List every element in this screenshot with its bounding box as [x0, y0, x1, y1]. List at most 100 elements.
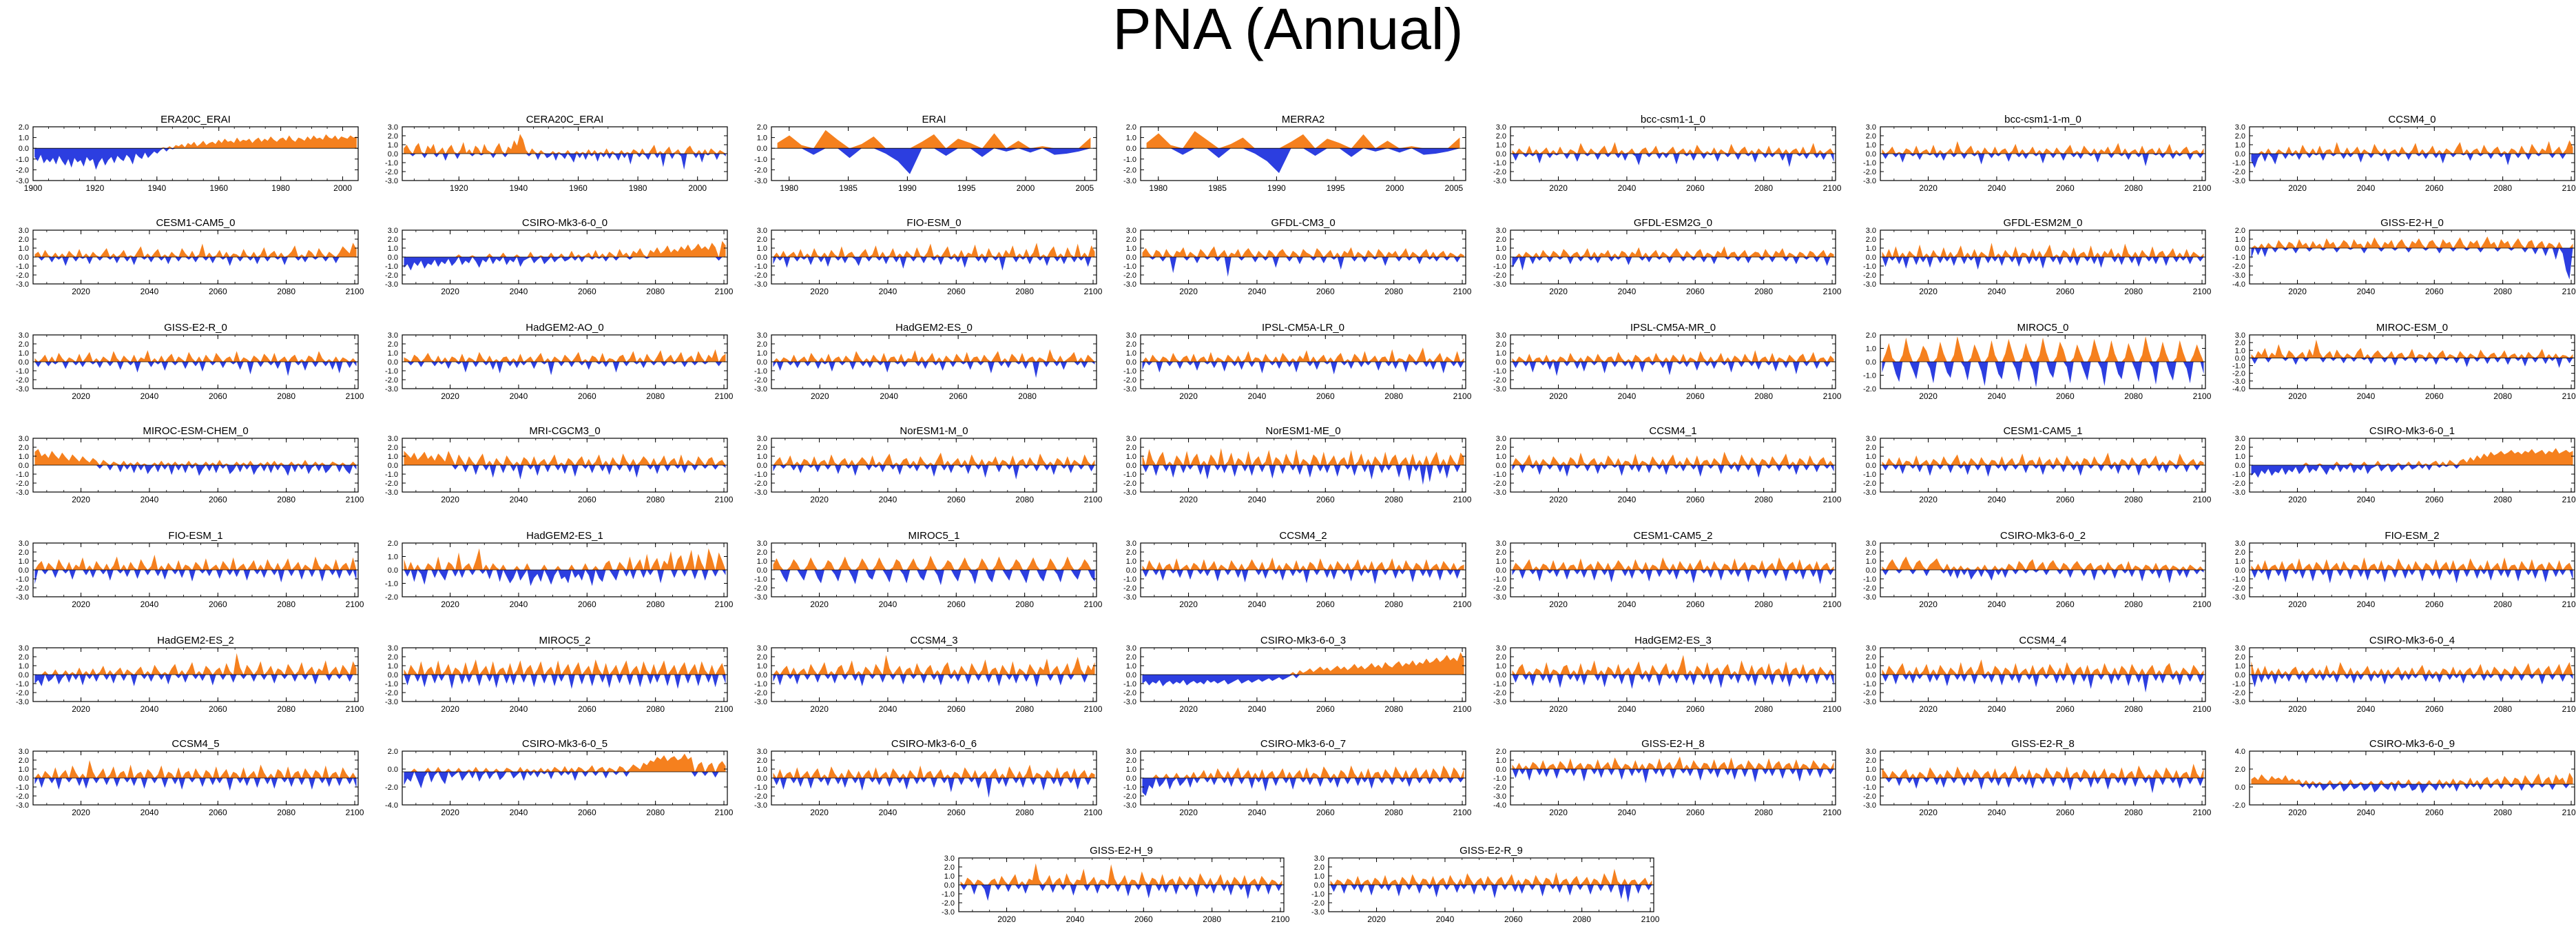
- y-tick-label: -1.0: [16, 156, 29, 164]
- y-tick-label: 3.0: [388, 331, 398, 340]
- x-tick-label: 2020: [2288, 704, 2307, 714]
- x-tick-label: 2100: [715, 600, 734, 609]
- y-tick-label: 2.0: [1496, 748, 1506, 756]
- y-tick-label: 2.0: [1126, 340, 1136, 349]
- positive-area: [1142, 557, 1464, 570]
- x-tick-label: 2020: [1919, 495, 1938, 504]
- chart-panel: CSIRO-Mk3-6-0_5 2.0 0.0 -2.0 -4.0 2020 2040 206…: [385, 738, 734, 817]
- x-tick-label: 2060: [2056, 495, 2075, 504]
- chart-panel: HadGEM2-ES_3 3.02.01.00.0-1.0-2.0-3.0 2020…: [1493, 635, 1842, 714]
- x-tick-label: 2100: [715, 808, 734, 817]
- y-tick-label: -2.0: [2232, 689, 2245, 697]
- y-tick-label: 0.0: [1866, 775, 1876, 783]
- y-tick-label: -1.0: [1493, 680, 1506, 688]
- x-tick-label: 2040: [879, 808, 897, 817]
- negative-area: [1882, 675, 2204, 693]
- y-tick-label: 3.0: [1866, 644, 1876, 653]
- x-tick-label: 2080: [1015, 600, 1034, 609]
- y-tick-label: -3.0: [16, 177, 29, 185]
- x-tick-label: 2080: [1384, 600, 1403, 609]
- x-tick-label: 2040: [2357, 600, 2376, 609]
- x-tick-label: 2040: [510, 808, 528, 817]
- y-tick-label: -1.0: [2232, 254, 2245, 262]
- chart-panel: CSIRO-Mk3-6-0_1 3.02.01.00.0-1.0-2.0-3.0 2…: [2232, 425, 2576, 504]
- y-tick-label: 0.0: [1126, 775, 1136, 783]
- panel-title: CCSM4_4: [2019, 635, 2066, 646]
- y-tick-label: 3.0: [2235, 123, 2245, 132]
- y-tick-label: -2.0: [385, 272, 398, 280]
- y-tick-label: -1.0: [942, 890, 955, 899]
- x-tick-label: 2040: [1248, 391, 1267, 401]
- chart-panel: GISS-E2-R_9 3.02.01.00.0-1.0-2.0-3.0 2020 2…: [1311, 845, 1660, 924]
- y-tick-label: 1.0: [1126, 349, 1136, 358]
- positive-area: [1512, 756, 1834, 769]
- y-tick-label: 2.0: [388, 236, 398, 244]
- x-tick-label: 2080: [1572, 914, 1591, 924]
- y-tick-label: 1.0: [1866, 766, 1876, 774]
- positive-area: [1882, 659, 2204, 675]
- y-tick-label: -1.0: [1863, 372, 1876, 380]
- chart-panel: CSIRO-Mk3-6-0_7 3.02.01.00.0-1.0-2.0-3.0 2…: [1123, 738, 1472, 817]
- y-tick-label: -4.0: [1493, 801, 1506, 810]
- y-tick-label: 3.0: [2235, 540, 2245, 548]
- x-tick-label: 2080: [277, 287, 295, 296]
- positive-area: [2251, 236, 2573, 248]
- x-tick-label: 2100: [2562, 808, 2576, 817]
- x-tick-label: 2040: [1988, 183, 2006, 193]
- y-tick-label: 2.0: [1126, 549, 1136, 557]
- y-tick-label: 1.0: [757, 349, 767, 358]
- y-tick-label: -2.0: [16, 272, 29, 280]
- x-tick-label: 2020: [72, 600, 90, 609]
- panel-title: bcc-csm1-1_0: [1641, 114, 1705, 125]
- positive-area: [960, 863, 1282, 885]
- y-tick-label: -3.0: [754, 177, 767, 185]
- y-tick-label: 1.0: [1866, 141, 1876, 150]
- panel-title: HadGEM2-AO_0: [526, 322, 603, 334]
- x-tick-label: 2060: [578, 704, 596, 714]
- x-tick-label: 2060: [2425, 704, 2444, 714]
- negative-area: [404, 465, 726, 480]
- y-tick-label: -2.0: [385, 480, 398, 488]
- chart-panel: MRI-CGCM3_0 3.02.01.00.0-1.0-2.0-3.0 2020 2…: [385, 425, 734, 504]
- y-tick-label: -2.0: [1123, 584, 1136, 593]
- y-tick-label: 1.0: [1496, 662, 1506, 671]
- x-tick-label: 1995: [1327, 183, 1345, 193]
- panel-title: FIO-ESM_1: [168, 530, 222, 542]
- y-tick-label: -3.0: [1493, 385, 1506, 393]
- x-tick-label: 2060: [578, 808, 596, 817]
- y-tick-label: 0.0: [19, 254, 29, 262]
- y-tick-label: 1.0: [1866, 453, 1876, 461]
- y-tick-label: -2.0: [16, 376, 29, 385]
- chart-panel: HadGEM2-ES_1 2.0 1.0 0.0 -1.0 -2.0 2020 2040 206…: [385, 530, 734, 609]
- y-tick-label: -2.0: [2232, 168, 2245, 176]
- y-tick-label: 1.0: [388, 349, 398, 358]
- y-tick-label: -2.0: [2232, 480, 2245, 488]
- y-tick-label: 2.0: [944, 863, 955, 872]
- y-tick-label: -4.0: [2232, 280, 2245, 289]
- y-tick-label: -2.0: [385, 593, 398, 602]
- y-tick-label: 1.0: [388, 662, 398, 671]
- x-tick-label: 2100: [2562, 287, 2576, 296]
- y-tick-label: 2.0: [1314, 863, 1325, 872]
- y-tick-label: 2.0: [388, 540, 398, 548]
- y-tick-label: -3.0: [1493, 177, 1506, 185]
- panel-title: NorESM1-ME_0: [1265, 425, 1340, 437]
- y-tick-label: 3.0: [1126, 644, 1136, 653]
- x-tick-label: 2020: [2288, 391, 2307, 401]
- x-tick-label: 2080: [1754, 391, 1773, 401]
- positive-area: [2251, 448, 2573, 465]
- x-tick-label: 2040: [1248, 495, 1267, 504]
- x-tick-label: 2080: [277, 600, 295, 609]
- x-tick-label: 2100: [1084, 287, 1103, 296]
- y-tick-label: -2.0: [754, 584, 767, 593]
- y-tick-label: 1.0: [1866, 345, 1876, 354]
- x-tick-label: 1980: [271, 183, 290, 193]
- positive-area: [1146, 131, 1460, 149]
- positive-area: [404, 134, 726, 154]
- y-tick-label: 3.0: [1866, 435, 1876, 443]
- y-tick-label: -2.0: [754, 272, 767, 280]
- panel-title: IPSL-CM5A-MR_0: [1630, 322, 1716, 334]
- x-tick-label: 2020: [810, 495, 829, 504]
- panel-title: GFDL-CM3_0: [1271, 217, 1335, 229]
- panel-title: CERA20C_ERAI: [526, 114, 604, 125]
